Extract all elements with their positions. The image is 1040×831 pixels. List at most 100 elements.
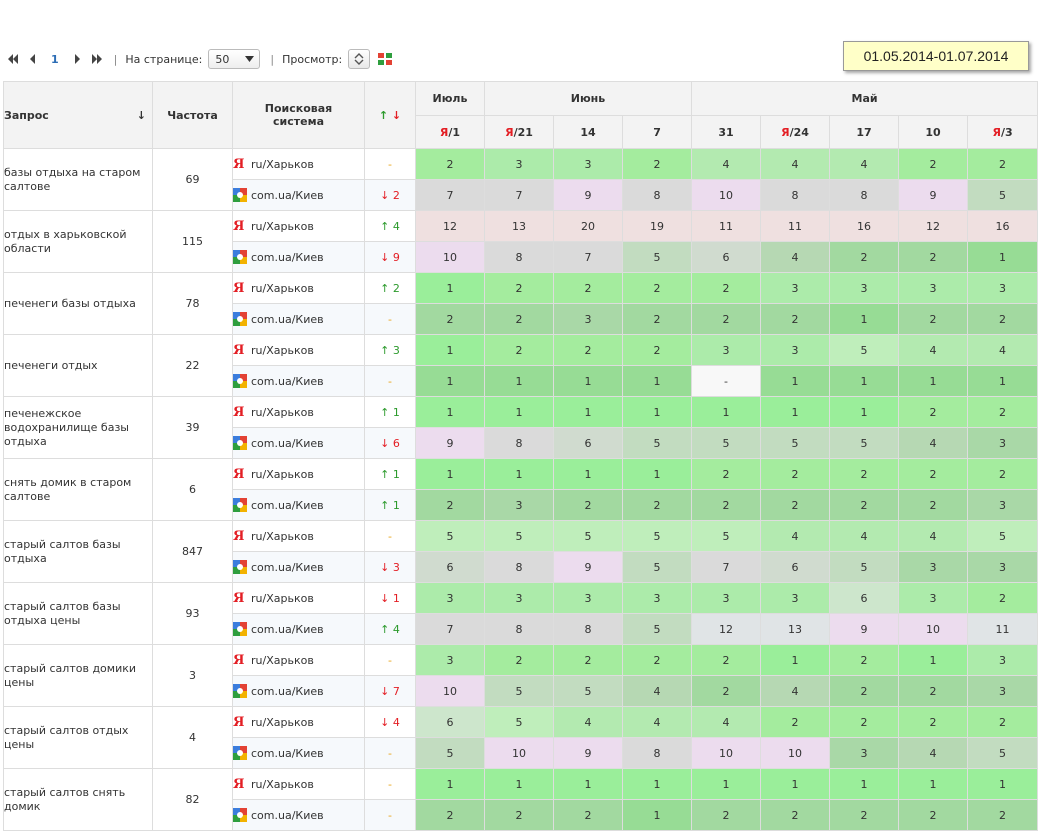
- position-cell: 5: [967, 520, 1039, 552]
- position-cell: 1: [829, 396, 900, 428]
- position-cell: 1: [621, 799, 693, 831]
- position-cell: 2: [691, 272, 762, 304]
- yandex-icon: Я: [233, 714, 245, 730]
- engine-label: com.ua/Киев: [251, 312, 324, 326]
- per-page-select[interactable]: 50: [208, 49, 261, 69]
- frequency-column-header[interactable]: Частота: [152, 81, 233, 149]
- position-cell: 3: [760, 334, 831, 366]
- position-cell: 16: [829, 210, 900, 242]
- engine-label: com.ua/Киев: [251, 808, 324, 822]
- date-header[interactable]: 14: [553, 115, 623, 149]
- frequency-cell: 4: [152, 706, 233, 769]
- position-cell: 9: [553, 551, 623, 583]
- position-cell: 1: [484, 396, 554, 428]
- date-header[interactable]: Я/24: [760, 115, 831, 149]
- engine-cell[interactable]: com.ua/Киев: [232, 675, 365, 707]
- engine-cell[interactable]: com.ua/Киев: [232, 427, 365, 459]
- query-column-header[interactable]: Запрос ↓: [3, 81, 153, 149]
- change-cell: ↑ 1: [364, 489, 416, 521]
- last-page-icon[interactable]: [90, 52, 104, 66]
- engine-cell[interactable]: com.ua/Киев: [232, 799, 365, 831]
- position-cell: 2: [760, 489, 831, 521]
- position-cell: 1: [553, 396, 623, 428]
- position-cell: 2: [898, 706, 969, 738]
- next-page-icon[interactable]: [70, 52, 84, 66]
- position-cell: 8: [621, 737, 693, 769]
- position-cell: 12: [415, 210, 485, 242]
- date-range-badge: 01.05.2014-01.07.2014: [843, 41, 1029, 71]
- engine-cell[interactable]: com.ua/Киев: [232, 241, 365, 273]
- color-grid-icon[interactable]: [376, 50, 394, 68]
- date-header[interactable]: 17: [829, 115, 900, 149]
- date-header[interactable]: Я/21: [484, 115, 554, 149]
- engine-cell[interactable]: com.ua/Киев: [232, 613, 365, 645]
- engine-label: com.ua/Киев: [251, 498, 324, 512]
- position-cell: 3: [553, 582, 623, 614]
- position-cell: 2: [621, 303, 693, 335]
- position-cell: 2: [829, 644, 900, 676]
- engine-column-header[interactable]: Поисковая система: [232, 81, 365, 149]
- position-cell: 2: [967, 396, 1039, 428]
- position-cell: 3: [415, 582, 485, 614]
- date-label: /21: [513, 125, 533, 139]
- first-page-icon[interactable]: [6, 52, 20, 66]
- yandex-icon: Я: [233, 156, 245, 172]
- frequency-cell: 115: [152, 210, 233, 273]
- engine-cell[interactable]: com.ua/Киев: [232, 737, 365, 769]
- position-cell: 3: [898, 582, 969, 614]
- position-cell: 4: [760, 241, 831, 273]
- view-toggle-button[interactable]: [348, 49, 371, 69]
- prev-page-icon[interactable]: [26, 52, 40, 66]
- position-cell: 2: [898, 148, 969, 180]
- position-cell: 2: [621, 334, 693, 366]
- arrow-down-icon: ↓: [380, 560, 390, 574]
- engine-cell[interactable]: com.ua/Киев: [232, 303, 365, 335]
- position-cell: 4: [691, 148, 762, 180]
- change-cell: ↑ 1: [364, 458, 416, 490]
- table-row: com.ua/Киев ↓ 9 10 8 7 5 6 4 2 2 1: [4, 241, 1039, 273]
- change-cell: -: [364, 520, 416, 552]
- current-page[interactable]: 1: [51, 52, 59, 66]
- change-cell: -: [364, 737, 416, 769]
- position-cell: 1: [553, 768, 623, 800]
- google-icon: [233, 312, 247, 326]
- position-cell: 6: [415, 706, 485, 738]
- position-cell: 2: [415, 489, 485, 521]
- engine-cell[interactable]: com.ua/Киев: [232, 489, 365, 521]
- position-cell: 2: [898, 489, 969, 521]
- engine-cell[interactable]: com.ua/Киев: [232, 179, 365, 211]
- query-cell: печенежское водохранилище базы отдыха: [3, 396, 153, 459]
- position-cell: 3: [967, 675, 1039, 707]
- date-header[interactable]: 31: [691, 115, 762, 149]
- position-cell: 1: [829, 303, 900, 335]
- date-header[interactable]: Я/1: [415, 115, 485, 149]
- change-value: -: [388, 157, 392, 171]
- position-cell: 3: [415, 644, 485, 676]
- query-cell: старый салтов отдых цены: [3, 706, 153, 769]
- change-column-header[interactable]: ↑ ↓: [364, 81, 416, 149]
- engine-cell[interactable]: com.ua/Киев: [232, 551, 365, 583]
- engine-label: com.ua/Киев: [251, 684, 324, 698]
- engine-cell[interactable]: com.ua/Киев: [232, 365, 365, 397]
- date-header[interactable]: Я/3: [967, 115, 1039, 149]
- arrow-down-icon[interactable]: ↓: [136, 109, 146, 122]
- frequency-cell: 39: [152, 396, 233, 459]
- date-header[interactable]: 10: [898, 115, 969, 149]
- position-cell: 2: [484, 272, 554, 304]
- date-header[interactable]: 7: [621, 115, 693, 149]
- position-cell: 2: [898, 458, 969, 490]
- position-cell: 2: [484, 644, 554, 676]
- position-cell: 2: [898, 241, 969, 273]
